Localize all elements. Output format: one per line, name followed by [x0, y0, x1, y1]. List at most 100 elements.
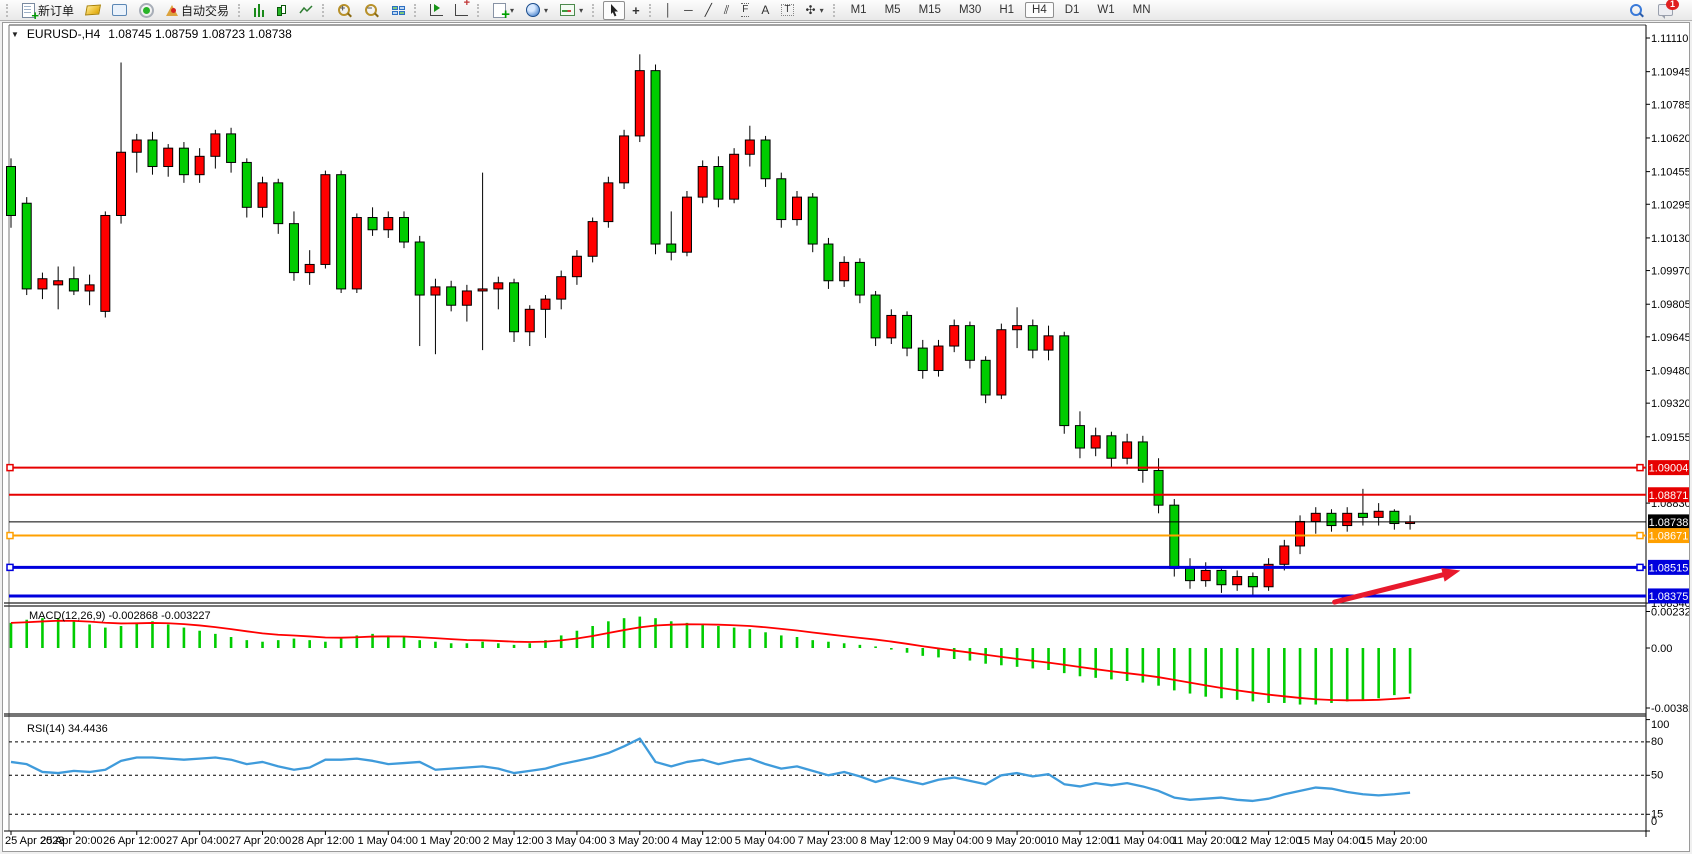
main-toolbar: 新订单 自动交易 + − ▾ ▾: [0, 0, 1692, 23]
svg-text:100: 100: [1651, 719, 1669, 731]
svg-text:1.08375: 1.08375: [1649, 591, 1689, 603]
toolbar-grip[interactable]: [477, 3, 482, 17]
line-handle: [1636, 563, 1644, 572]
candles[interactable]: [6, 54, 1416, 595]
notification-badge: 1: [1666, 0, 1679, 10]
auto-scroll-button[interactable]: [425, 1, 448, 20]
chevron-down-icon: ▾: [510, 5, 515, 15]
toolbar-grip[interactable]: [648, 3, 654, 17]
templates-button[interactable]: ▾: [555, 1, 588, 20]
cursor-button[interactable]: [603, 0, 626, 20]
zoom-in-button[interactable]: +: [333, 1, 358, 20]
price-badge: [1648, 460, 1689, 476]
tile-windows-icon: [392, 5, 406, 15]
chart-canvas[interactable]: 1.11110 1.10945 1.10785 1.10620 1.10455 1.102…: [3, 23, 1689, 851]
trendline-tool[interactable]: ╱: [700, 1, 717, 20]
toolbar-grip[interactable]: [832, 3, 838, 17]
timeframe-W1[interactable]: W1: [1097, 4, 1115, 16]
toolbar-grip[interactable]: [414, 3, 419, 17]
line-chart-button[interactable]: [294, 1, 318, 20]
horizontal-line-icon: ─: [684, 3, 693, 17]
svg-text:1.09155: 1.09155: [1651, 432, 1689, 444]
pane-borders: [4, 24, 1650, 837]
arrows-icon: ✣: [805, 3, 816, 17]
data-window-button[interactable]: [107, 1, 132, 20]
svg-text:1.11110: 1.11110: [1651, 33, 1688, 45]
svg-text:11 May 20:00: 11 May 20:00: [1172, 835, 1238, 847]
svg-text:1.08738: 1.08738: [1649, 517, 1689, 529]
line-handle: [6, 531, 14, 540]
template-icon: [560, 4, 576, 16]
fibonacci-tool[interactable]: F: [736, 1, 754, 20]
chart-shift-button[interactable]: [450, 0, 473, 20]
zoom-out-icon: −: [365, 3, 378, 16]
svg-text:8 May 12:00: 8 May 12:00: [861, 835, 922, 847]
vertical-line-icon: │: [664, 3, 673, 17]
chart-symbol-header[interactable]: ▼ EURUSD-,H4 1.08745 1.08759 1.08723 1.0…: [11, 27, 292, 41]
market-watch-button[interactable]: [81, 1, 105, 20]
toolbar-grip[interactable]: [6, 3, 11, 17]
auto-scroll-icon: [430, 4, 444, 16]
svg-text:4 May 12:00: 4 May 12:00: [672, 835, 733, 847]
indicators-button[interactable]: ▾: [488, 1, 519, 23]
svg-text:1.09645: 1.09645: [1651, 332, 1689, 344]
horizontal-line-tool[interactable]: ─: [679, 1, 698, 20]
candlestick-chart-button[interactable]: [271, 1, 292, 20]
signal-icon: [139, 2, 155, 18]
svg-text:1.10295: 1.10295: [1651, 199, 1689, 211]
text-label-tool[interactable]: T: [776, 1, 798, 20]
cursor-arrow-icon: [611, 4, 619, 17]
signals-button[interactable]: [134, 1, 159, 20]
timeframe-M1[interactable]: M1: [850, 4, 867, 16]
auto-trading-button[interactable]: 自动交易: [161, 1, 234, 20]
toolbar-grip[interactable]: [322, 3, 327, 17]
timeframe-H4[interactable]: H4: [1025, 2, 1054, 18]
timeframe-D1[interactable]: D1: [1064, 4, 1080, 16]
svg-text:0: 0: [1651, 816, 1657, 828]
text-tool[interactable]: A: [756, 1, 774, 20]
line-handle: [1636, 463, 1644, 472]
svg-text:1.10620: 1.10620: [1651, 133, 1689, 145]
channel-tool[interactable]: ⫽: [719, 1, 734, 20]
collapse-triangle-icon[interactable]: ▼: [11, 29, 19, 39]
svg-text:1.09805: 1.09805: [1651, 299, 1689, 311]
zoom-out-button[interactable]: −: [360, 1, 385, 20]
rsi-line: [10, 737, 1411, 803]
timeframe-H1[interactable]: H1: [999, 4, 1015, 16]
text-icon: A: [761, 3, 770, 17]
timeframe-M5[interactable]: M5: [884, 4, 901, 16]
chevron-down-icon: ▾: [544, 5, 549, 15]
trend-arrow-annotation[interactable]: [1332, 568, 1461, 605]
auto-trading-label: 自动交易: [181, 3, 230, 18]
rsi-pane: 100 80 50 150: [9, 719, 1669, 832]
crosshair-button[interactable]: +: [627, 1, 645, 20]
price-badge: [1648, 528, 1689, 544]
svg-text:0.00: 0.00: [1651, 643, 1672, 655]
arrows-tool[interactable]: ✣ ▾: [801, 1, 829, 20]
timeframe-M30[interactable]: M30: [958, 4, 982, 16]
search-button[interactable]: [1625, 1, 1651, 20]
vertical-line-tool[interactable]: │: [660, 1, 678, 20]
line-handle: [6, 463, 14, 472]
chart-window[interactable]: ▼ EURUSD-,H4 1.08745 1.08759 1.08723 1.0…: [2, 22, 1690, 852]
chat-bubble-icon: 1: [1658, 0, 1679, 19]
svg-text:25 Apr 20:00: 25 Apr 20:00: [40, 835, 102, 847]
svg-text:26 Apr 12:00: 26 Apr 12:00: [103, 835, 165, 847]
horizontal-price-lines[interactable]: 1.09004 1.08871 1.08738 1.08671 1.08515 1.083…: [6, 460, 1689, 604]
toolbar-grip[interactable]: [238, 3, 243, 17]
svg-text:9 May 20:00: 9 May 20:00: [986, 835, 1047, 847]
toolbar-grip[interactable]: [592, 3, 597, 17]
clock-icon: [526, 3, 541, 17]
svg-text:12 May 12:00: 12 May 12:00: [1235, 835, 1302, 847]
chevron-down-icon: ▾: [819, 5, 824, 15]
tile-windows-button[interactable]: [387, 1, 410, 20]
timeframe-MN[interactable]: MN: [1132, 4, 1151, 16]
symbol-timeframe-label: EURUSD-,H4: [26, 27, 101, 41]
periods-button[interactable]: ▾: [521, 1, 553, 20]
new-order-button[interactable]: 新订单: [17, 1, 79, 23]
ohlc-values: 1.08745 1.08759 1.08723 1.08738: [108, 27, 292, 41]
svg-text:3 May 04:00: 3 May 04:00: [546, 835, 607, 847]
timeframe-M15[interactable]: M15: [918, 4, 941, 16]
bar-chart-button[interactable]: [249, 1, 269, 20]
notifications-button[interactable]: 1: [1653, 0, 1679, 20]
